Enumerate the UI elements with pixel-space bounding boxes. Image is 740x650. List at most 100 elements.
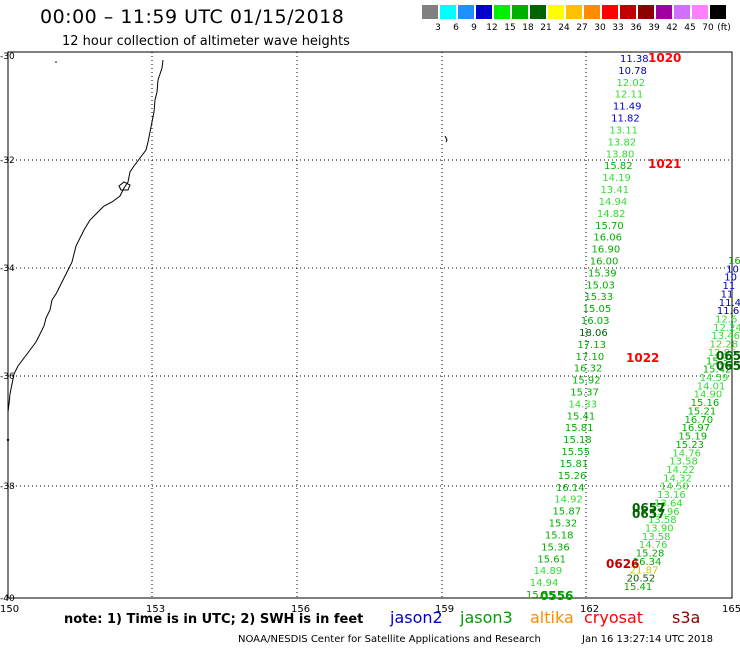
legend-label: 3 (435, 23, 441, 33)
longitude-label: 165 (722, 604, 740, 615)
swh-value: 10 (724, 273, 737, 284)
satellite-label-jason3: jason3 (460, 608, 513, 627)
pass-time-label: 065 (716, 359, 740, 373)
swh-value: 14.94 (599, 197, 628, 208)
swh-value: 14.92 (554, 495, 583, 506)
legend-label: 15 (504, 23, 516, 33)
graticule (8, 52, 732, 598)
swh-value: 11.82 (611, 114, 640, 125)
swh-value: 12.02 (616, 78, 645, 89)
swh-value: 14.59 (700, 373, 729, 384)
legend-swatch (584, 5, 600, 19)
swh-value: 14.90 (694, 390, 723, 401)
legend-label: 9 (471, 23, 477, 33)
legend-label: 24 (558, 23, 570, 33)
legend-label: 12 (486, 23, 498, 33)
map-subtitle: 12 hour collection of altimeter wave hei… (62, 34, 350, 49)
swh-value: 16.70 (685, 415, 714, 426)
legend-swatch (710, 5, 726, 19)
latitude-label: -32 (0, 156, 15, 166)
legend-label: 27 (576, 23, 588, 33)
longitude-label: 162 (580, 604, 599, 615)
swh-value: 15.36 (541, 542, 570, 553)
swh-value: 17.13 (577, 340, 606, 351)
swh-value: 11.69 (717, 306, 740, 317)
swh-value: 15.42 (703, 365, 732, 376)
swh-value: 16.00 (590, 256, 619, 267)
swh-value: 15.33 (584, 292, 613, 303)
footer-note: note: 1) Time is in UTC; 2) SWH is in fe… (64, 612, 364, 627)
swh-value: 15.55 (526, 590, 555, 601)
latitude-label: -30 (0, 52, 15, 62)
swh-value: 13.11 (609, 125, 638, 136)
legend-swatch (638, 5, 654, 19)
legend-label: 21 (540, 23, 552, 33)
island (444, 135, 448, 143)
swh-value: 14.76 (672, 448, 701, 459)
swh-value: 13.16 (657, 490, 686, 501)
swh-value: 14.82 (597, 209, 626, 220)
swh-value: 16.97 (681, 423, 710, 434)
swh-value: 16.34 (633, 557, 662, 568)
generated-timestamp: Jan 16 13:27:14 UTC 2018 (582, 634, 714, 645)
swh-value: 13.90 (645, 523, 674, 534)
swh-value: 15.41 (567, 411, 596, 422)
satellite-track-second: 161010111111.4211.6912.612.2413.4612.281… (606, 256, 740, 593)
swh-value: 20.52 (627, 574, 656, 585)
swh-value: 11.49 (613, 102, 642, 113)
swh-value: 14.94 (530, 578, 559, 589)
swh-value: 15.82 (604, 161, 633, 172)
legend-swatch (674, 5, 690, 19)
latitude-label: -38 (0, 482, 15, 492)
satellite-track-jason3: 11.3810.7812.0212.1111.4911.8213.1113.82… (526, 51, 681, 603)
swh-value: 15.87 (552, 507, 581, 518)
legend-swatch (458, 5, 474, 19)
swh-value: 14.76 (639, 540, 668, 551)
legend-swatch (476, 5, 492, 19)
swh-value: 16.90 (592, 245, 621, 256)
swh-value: 13.46 (711, 331, 740, 342)
swh-value: 13.82 (608, 137, 637, 148)
swh-value: 12.85 (708, 348, 737, 359)
latitude-label: -40 (0, 594, 15, 604)
swh-value: 15.37 (570, 388, 599, 399)
legend-label: 45 (684, 23, 696, 33)
swh-value: 15.81 (565, 423, 594, 434)
swh-value: 14.32 (663, 473, 692, 484)
pass-time-label: 0657 (632, 501, 665, 515)
swh-value: 14.89 (534, 566, 563, 577)
swh-value: 14.33 (568, 399, 597, 410)
swh-value: 15.70 (595, 221, 624, 232)
color-legend: 3 6 9 12 15 18 21 24 27 30 33 36 39 42 45 70 (ft) (422, 5, 731, 39)
swh-value: 15.31 (706, 356, 735, 367)
pass-time-label: 065 (716, 349, 740, 363)
legend-swatch (512, 5, 528, 19)
swh-value: 15.81 (560, 459, 589, 470)
swh-value: 15.32 (549, 519, 578, 530)
swh-value: 12.24 (713, 323, 740, 334)
swh-value: 16.32 (574, 364, 603, 375)
pass-time-label: 1021 (648, 157, 681, 171)
legend-label: 70 (702, 23, 714, 33)
swh-value: 13.96 (651, 507, 680, 518)
pass-time-label: 1020 (648, 51, 681, 65)
swh-value: 15.55 (561, 447, 590, 458)
legend-label: 36 (630, 23, 642, 33)
legend-swatch (494, 5, 510, 19)
swh-value: 15.18 (563, 435, 592, 446)
swh-value: 13.58 (642, 532, 671, 543)
swh-value: 15.16 (691, 398, 720, 409)
pass-time-label: 1022 (626, 351, 659, 365)
satellite-label-s3a: s3a (672, 608, 701, 627)
pass-time-label: 0626 (606, 557, 639, 571)
swh-value: 15.92 (572, 376, 601, 387)
swh-value: 15.26 (558, 471, 587, 482)
latitude-labels: -30 -32 -34 -36 -38 -40 (0, 52, 15, 604)
swh-value: 11 (722, 281, 735, 292)
legend-swatch (692, 5, 708, 19)
map-title: 00:00 – 11:59 UTC 01/15/2018 (40, 6, 345, 28)
swh-value: 16 (728, 256, 740, 267)
longitude-label: 159 (435, 604, 454, 615)
swh-value: 11.38 (620, 54, 649, 65)
swh-value: 12.28 (710, 340, 739, 351)
